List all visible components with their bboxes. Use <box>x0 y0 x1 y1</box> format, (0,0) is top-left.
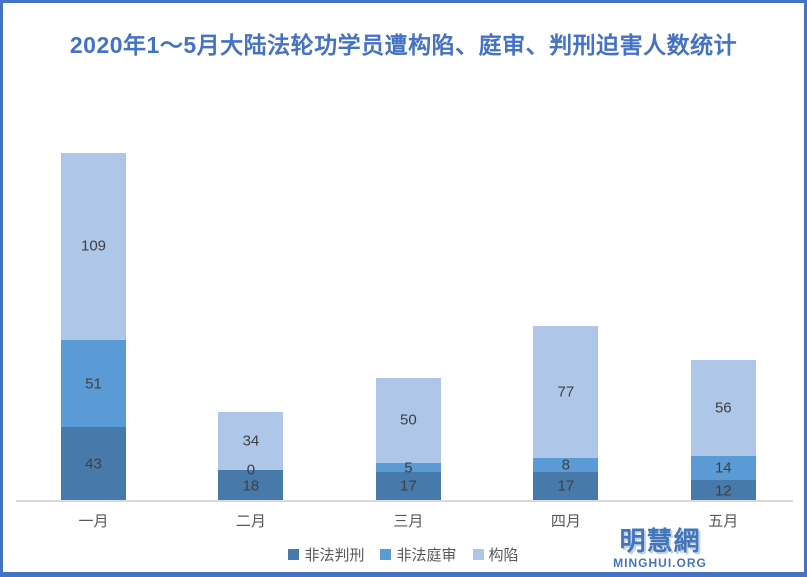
minghui-logo-english: MINGHUI.ORG <box>613 556 707 570</box>
legend-label: 非法判刑 <box>304 547 365 564</box>
legend-swatch-icon <box>380 549 392 560</box>
legend-item-s1: 非法判刑 <box>288 544 364 565</box>
bar-segment-s2: 5 <box>375 459 441 477</box>
x-axis-label: 二月 <box>235 513 266 530</box>
bar-value-label: 17 <box>557 477 575 495</box>
bar-segment-s2: 14 <box>690 456 756 481</box>
bar-value-label: 0 <box>246 461 256 479</box>
legend-item-s3: 构陷 <box>472 544 519 565</box>
chart-title: 2020年1～5月大陆法轮功学员遭构陷、庭审、判刑迫害人数统计 <box>69 32 738 58</box>
minghui-logo-chinese: 明慧網 <box>619 526 701 556</box>
x-axis-label: 五月 <box>708 513 739 530</box>
legend-label: 非法庭审 <box>396 547 457 564</box>
bar-month-4: 17 8 77 <box>533 326 599 501</box>
bar-value-label: 34 <box>242 432 260 450</box>
bar-value-label: 77 <box>557 383 575 401</box>
bar-value-label: 43 <box>85 455 102 473</box>
bar-segment-s3: 50 <box>375 377 441 464</box>
bar-value-label: 56 <box>714 399 732 417</box>
bar-value-label: 109 <box>80 237 107 255</box>
legend-label: 构陷 <box>488 547 519 564</box>
bar-value-label: 12 <box>714 482 732 500</box>
bar-segment-s1: 17 <box>533 471 599 501</box>
x-axis-label: 一月 <box>78 513 109 530</box>
bar-month-1: 43 51 109 <box>61 153 126 501</box>
bar-segment-s3: 77 <box>533 326 599 459</box>
bar-segment-s2: 51 <box>61 339 126 428</box>
bar-segment-s1: 12 <box>690 480 756 501</box>
bar-month-2: 18 0 34 <box>218 411 284 501</box>
legend-swatch-icon <box>472 549 484 560</box>
bar-value-label: 14 <box>714 459 732 477</box>
legend: 非法判刑 非法庭审 构陷 <box>3 544 804 565</box>
x-axis-label: 三月 <box>393 513 424 530</box>
x-axis-label: 四月 <box>550 513 581 530</box>
bar-segment-s3: 34 <box>218 411 284 471</box>
bar-value-label: 51 <box>85 375 102 393</box>
bar-value-label: 8 <box>561 456 571 474</box>
bar-segment-s3: 109 <box>61 153 126 340</box>
bar-value-label: 5 <box>404 459 413 477</box>
bar-segment-s3: 56 <box>690 360 756 457</box>
bar-segment-s2: 8 <box>533 456 599 474</box>
bar-month-3: 17 5 50 <box>375 377 441 501</box>
bar-segment-s1: 43 <box>61 427 126 501</box>
bar-value-label: 18 <box>242 477 260 495</box>
x-axis-line <box>16 500 793 502</box>
minghui-logo: 明慧網 MINGHUI.ORG <box>607 528 713 569</box>
bar-value-label: 17 <box>400 477 417 495</box>
legend-item-s2: 非法庭审 <box>380 544 457 565</box>
bar-value-label: 50 <box>400 411 417 429</box>
bar-segment-s1: 18 <box>218 470 284 501</box>
plot-area: 2020年1～5月大陆法轮功学员遭构陷、庭审、判刑迫害人数统计 43 51 109 1… <box>3 3 804 572</box>
bar-segment-s1: 17 <box>375 471 441 501</box>
bar-month-5: 12 14 56 <box>690 360 756 501</box>
legend-swatch-icon <box>288 549 300 560</box>
